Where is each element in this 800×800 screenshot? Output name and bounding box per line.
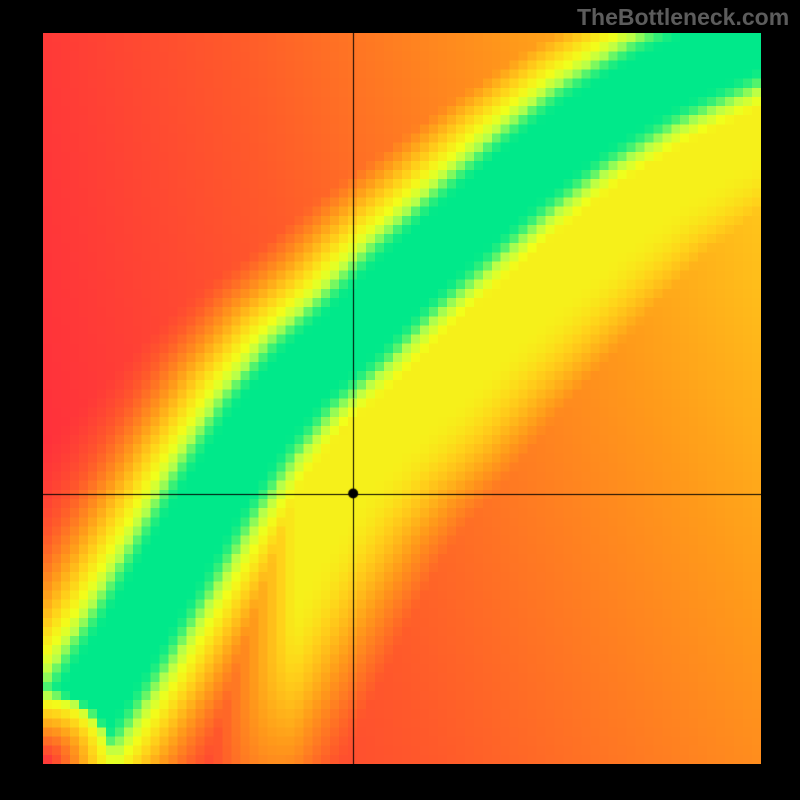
chart-container: TheBottleneck.com: [0, 0, 800, 800]
watermark-text: TheBottleneck.com: [577, 4, 789, 31]
crosshair-overlay: [43, 33, 761, 764]
